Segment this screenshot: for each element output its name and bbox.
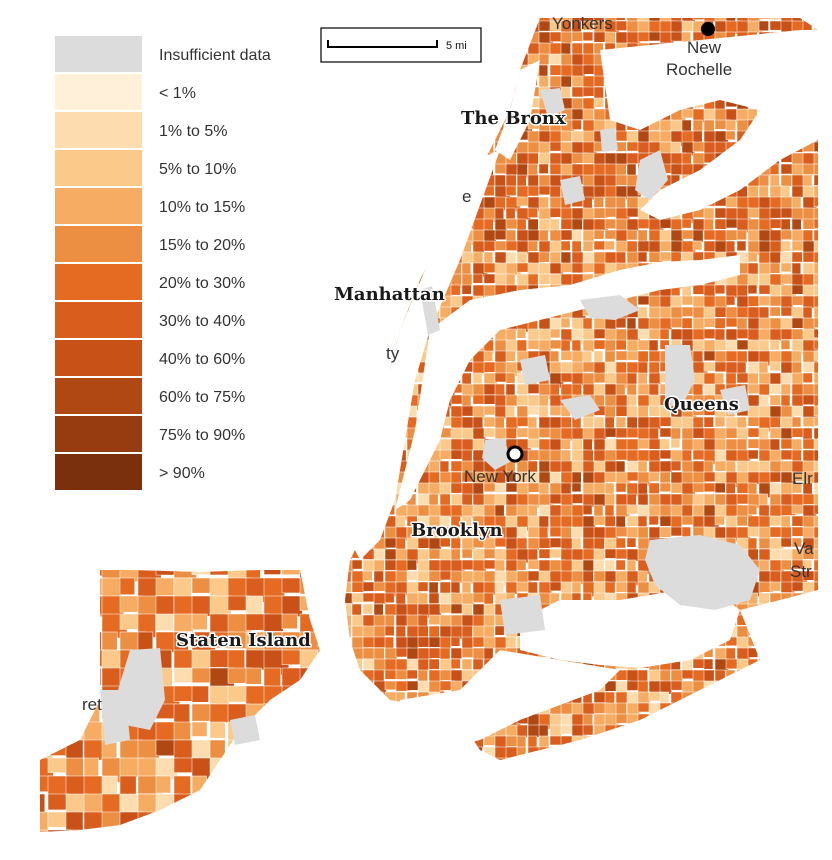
scale-bar-label: 5 mi — [446, 40, 467, 52]
place-labels: Yonkers New Rochelle e ty New York Elr V… — [82, 14, 814, 714]
place-label-ty-fragment: ty — [386, 344, 400, 363]
place-label-elm-fragment: Elr — [792, 469, 813, 488]
lower-bay — [400, 690, 520, 750]
parks-insufficient-data — [100, 88, 760, 745]
legend-swatch — [55, 454, 142, 490]
park-van-cortlandt — [540, 88, 565, 118]
rockaway-inlet — [740, 590, 818, 660]
legend-swatch — [55, 74, 142, 110]
park-pelham-bay — [635, 150, 668, 200]
place-label-ret-fragment: ret — [82, 695, 102, 714]
legend-label: 20% to 30% — [159, 275, 245, 292]
legend-swatch — [55, 340, 142, 376]
place-label-new-york: New York — [464, 467, 536, 486]
legend-swatch — [55, 36, 142, 72]
legend-swatch — [55, 188, 142, 224]
legend-swatch — [55, 226, 142, 262]
park-si-fresh-kills — [100, 690, 130, 745]
legend-swatch — [55, 302, 142, 338]
legend-swatch — [55, 378, 142, 414]
long-island-sound — [600, 30, 818, 220]
borough-label-manhattan: Manhattan — [334, 284, 445, 305]
water-bodies — [350, 30, 818, 750]
new-york-marker — [506, 445, 524, 463]
legend-label: 30% to 40% — [159, 313, 245, 330]
park-riis — [720, 385, 750, 415]
place-label-rochelle: Rochelle — [666, 60, 732, 79]
park-floyd-bennett — [500, 595, 545, 635]
hudson-river — [350, 150, 500, 560]
legend: Insufficient data < 1% 1% to 5% 5% to 10% 10… — [55, 36, 271, 490]
park-bronx-zoo — [560, 176, 585, 205]
jamaica-bay — [520, 590, 740, 668]
legend-label: 1% to 5% — [159, 123, 227, 140]
borough-label-bronx: The Bronx — [461, 108, 566, 129]
park-gateway-si — [230, 715, 260, 745]
borough-labels: The Bronx Manhattan Queens Brooklyn Stat… — [175, 107, 741, 653]
borough-label-brooklyn: Brooklyn — [411, 520, 503, 541]
scale-bar: 5 mi — [320, 27, 482, 63]
legend-label: > 90% — [159, 465, 205, 482]
legend-label: 5% to 10% — [159, 161, 236, 178]
place-label-va-fragment: Va — [794, 539, 814, 558]
park-forest — [560, 395, 600, 420]
park-laguardia — [580, 295, 640, 320]
park-flushing-meadows — [665, 345, 695, 410]
park-bronx-river — [600, 128, 618, 152]
place-label-new: New — [687, 38, 722, 57]
legend-label: 60% to 75% — [159, 389, 245, 406]
borough-label-queens: Queens — [664, 394, 739, 415]
legend-label: 75% to 90% — [159, 427, 245, 444]
legend-label: 15% to 20% — [159, 237, 245, 254]
legend-swatch — [55, 264, 142, 300]
legend-label: < 1% — [159, 85, 196, 102]
place-label-e-fragment: e — [462, 187, 471, 206]
legend-label: 10% to 15% — [159, 199, 245, 216]
legend-swatch — [55, 150, 142, 186]
park-si-greenbelt — [118, 648, 165, 730]
legend-label: 40% to 60% — [159, 351, 245, 368]
choropleth-staten-island — [40, 570, 320, 832]
legend-swatch — [55, 416, 142, 452]
harlem-river — [495, 60, 540, 160]
scale-bar-line — [327, 40, 438, 48]
place-label-str-fragment: Str — [790, 562, 812, 581]
place-label-yonkers: Yonkers — [552, 14, 613, 33]
legend-swatch — [55, 112, 142, 148]
east-river — [395, 255, 740, 510]
legend-label: Insufficient data — [159, 47, 271, 64]
park-prospect — [482, 438, 510, 470]
park-jfk-airport — [645, 535, 760, 610]
borough-label-staten-island: Staten Island — [176, 630, 311, 651]
new-rochelle-marker — [701, 22, 715, 36]
park-cemetery — [520, 355, 550, 385]
park-central — [420, 286, 440, 335]
